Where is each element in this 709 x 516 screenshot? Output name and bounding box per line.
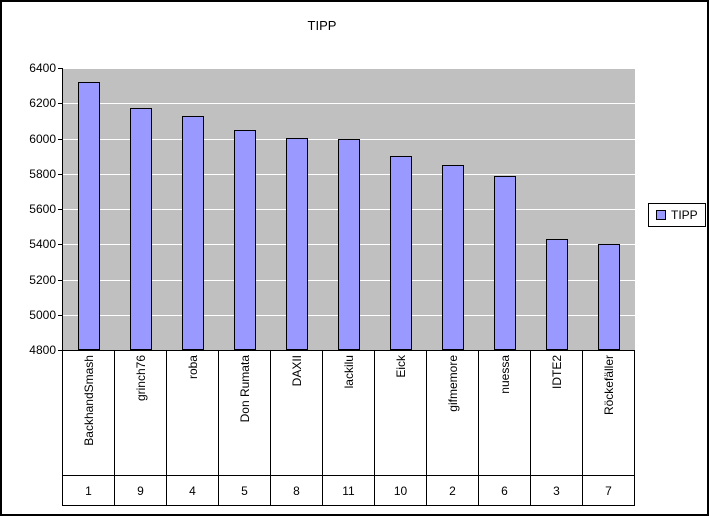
chart-title: TIPP: [307, 18, 337, 33]
y-tick-mark: [58, 209, 63, 210]
y-tick-label-6000: 6000: [29, 131, 56, 146]
y-tick-label-6400: 6400: [29, 61, 56, 75]
bar-BackhandSmash: [78, 82, 100, 350]
legend-label: TIPP: [671, 208, 698, 222]
x-category-cell-lackilu: lackilu: [323, 351, 375, 476]
x-category-number-5: 5: [219, 476, 271, 506]
x-category-number-8: 8: [271, 476, 323, 506]
plot-area: [62, 68, 635, 351]
bar-roba: [182, 115, 204, 350]
y-tick-mark: [58, 314, 63, 316]
x-axis-category-labels: BackhandSmash grinch76 roba Don Rumata DAXII…: [62, 351, 635, 476]
x-category-cell-Don Rumata: Don Rumata: [219, 351, 271, 476]
x-category-label: IDTE2: [549, 355, 564, 390]
x-category-label: nuessa: [497, 355, 512, 394]
y-tick-mark: [58, 244, 63, 246]
legend: TIPP: [648, 203, 706, 227]
x-category-cell-roba: roba: [167, 351, 219, 476]
x-category-label: DAXII: [289, 355, 304, 387]
y-tick-label-5400: 5400: [29, 237, 56, 252]
y-tick-label-5000: 5000: [29, 307, 56, 322]
x-category-cell-gifmemore: gifmemore: [427, 351, 479, 476]
x-category-cell-DAXII: DAXII: [271, 351, 323, 476]
bar-lackilu: [338, 138, 360, 350]
y-tick-mark: [58, 279, 63, 281]
y-tick-label-5200: 5200: [29, 272, 56, 287]
x-category-number-9: 9: [115, 476, 167, 506]
x-axis-category-numbers: 1 9 4 5 8 11 10 2 6 3 7: [62, 476, 635, 506]
bar-DAXII: [286, 137, 308, 350]
bar-Don Rumata: [234, 129, 256, 350]
x-category-number-1: 1: [63, 476, 115, 506]
x-category-cell-IDTE2: IDTE2: [531, 351, 583, 476]
y-tick-label-5800: 5800: [29, 166, 56, 181]
y-tick-mark: [58, 350, 63, 351]
bar-IDTE2: [546, 238, 568, 350]
bar-grinch76: [130, 107, 152, 350]
y-tick-mark: [58, 103, 63, 105]
x-category-number-2: 2: [427, 476, 479, 506]
x-category-cell-Röckefäller: Röckefäller: [583, 351, 635, 476]
bar-gifmemore: [442, 164, 464, 350]
gridline-6200: [63, 103, 635, 105]
y-tick-mark: [58, 68, 63, 69]
x-category-label: grinch76: [133, 355, 148, 402]
x-category-number-11: 11: [323, 476, 375, 506]
y-tick-label-4800: 4800: [29, 343, 56, 357]
x-category-cell-nuessa: nuessa: [479, 351, 531, 476]
x-category-label: lackilu: [341, 355, 356, 389]
x-category-label: Röckefäller: [601, 355, 616, 416]
bar-nuessa: [494, 175, 516, 350]
x-category-cell-BackhandSmash: BackhandSmash: [63, 351, 115, 476]
bar-Eick: [390, 156, 412, 350]
y-tick-label-6200: 6200: [29, 96, 56, 111]
y-tick-mark: [58, 138, 63, 140]
x-category-label: gifmemore: [445, 355, 460, 412]
gridline-6400: [63, 68, 635, 69]
x-category-number-7: 7: [583, 476, 635, 506]
x-category-label: roba: [185, 355, 200, 380]
legend-swatch-icon: [656, 210, 666, 220]
y-tick-mark: [58, 173, 63, 175]
x-category-label: Eick: [393, 355, 408, 378]
x-category-cell-grinch76: grinch76: [115, 351, 167, 476]
y-tick-label-5600: 5600: [29, 202, 56, 216]
x-category-number-6: 6: [479, 476, 531, 506]
bar-Röckefäller: [598, 244, 620, 350]
x-category-label: Don Rumata: [237, 355, 252, 423]
x-category-number-3: 3: [531, 476, 583, 506]
x-category-label: BackhandSmash: [81, 355, 96, 446]
x-category-cell-Eick: Eick: [375, 351, 427, 476]
x-category-number-4: 4: [167, 476, 219, 506]
x-category-number-10: 10: [375, 476, 427, 506]
